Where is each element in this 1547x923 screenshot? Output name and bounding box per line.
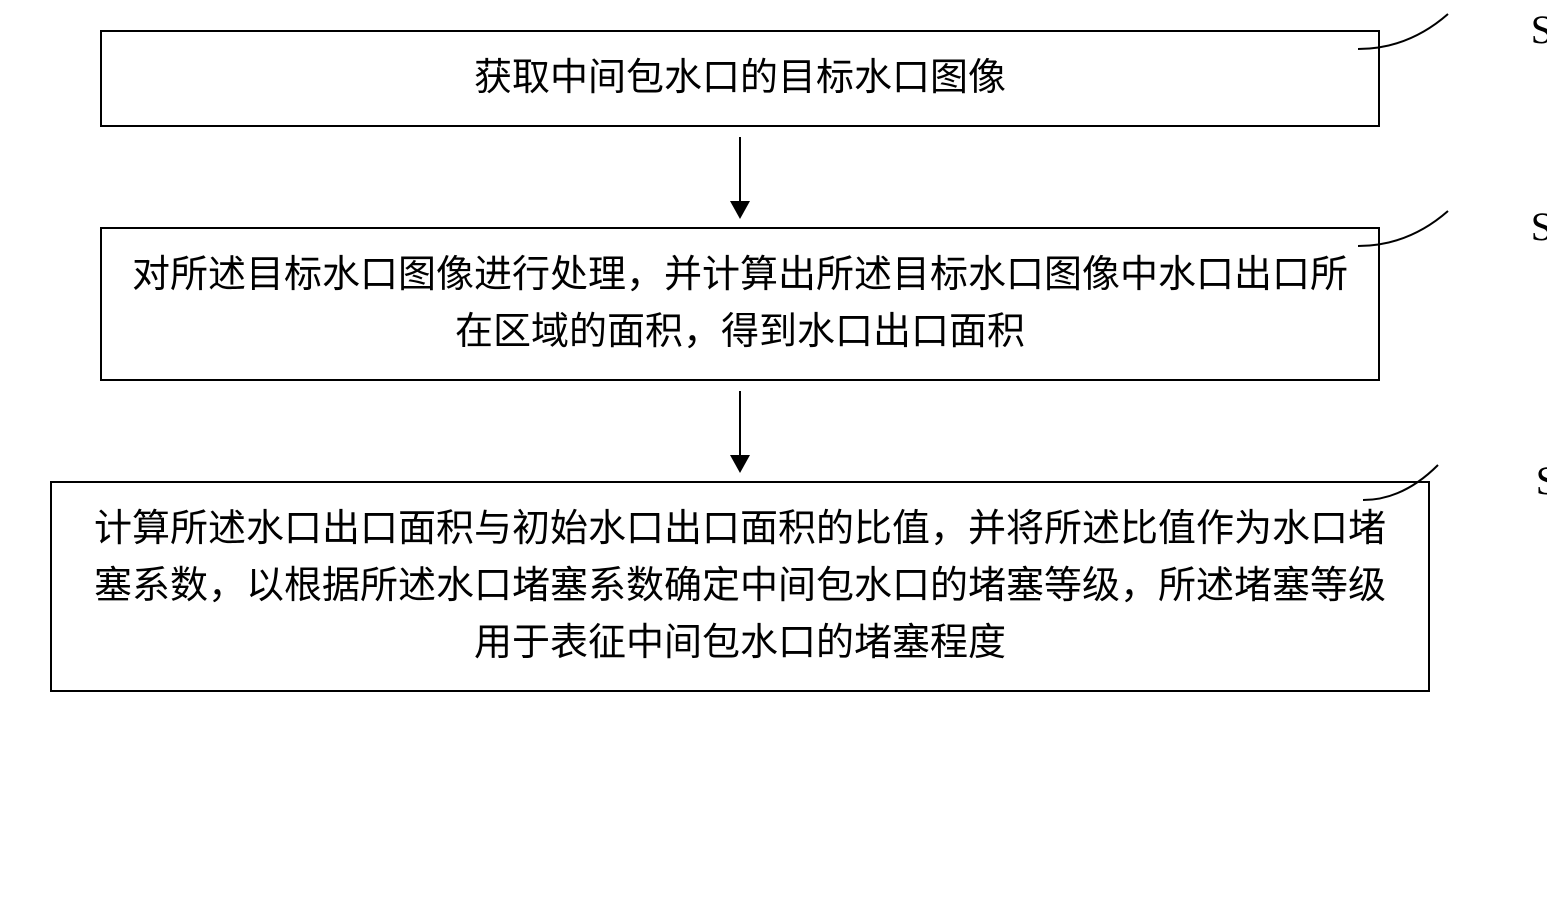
- flowchart-node-s1: 获取中间包水口的目标水口图像 S1: [100, 30, 1380, 127]
- node-s1-label: S1: [1531, 0, 1547, 60]
- node-s2-text: 对所述目标水口图像进行处理，并计算出所述目标水口图像中水口出口所在区域的面积，得…: [132, 254, 1348, 353]
- flowchart-node-s2: 对所述目标水口图像进行处理，并计算出所述目标水口图像中水口出口所在区域的面积，得…: [100, 227, 1380, 381]
- flowchart-arrow-1: [100, 127, 1380, 227]
- leader-line-s1: [1358, 4, 1518, 64]
- leader-line-s2: [1358, 201, 1518, 261]
- flowchart-arrow-2: [100, 381, 1380, 481]
- node-s3-label: S3: [1536, 451, 1547, 511]
- node-s3-text: 计算所述水口出口面积与初始水口出口面积的比值，并将所述比值作为水口堵塞系数，以根…: [94, 508, 1386, 664]
- leader-line-s3: [1363, 455, 1523, 515]
- node-s1-text: 获取中间包水口的目标水口图像: [474, 57, 1006, 99]
- arrow-icon: [739, 391, 741, 471]
- flowchart-container: 获取中间包水口的目标水口图像 S1 对所述目标水口图像进行处理，并计算出所述目标…: [50, 30, 1490, 692]
- node-s2-label: S2: [1531, 197, 1547, 257]
- flowchart-node-s3: 计算所述水口出口面积与初始水口出口面积的比值，并将所述比值作为水口堵塞系数，以根…: [50, 481, 1430, 692]
- arrow-icon: [739, 137, 741, 217]
